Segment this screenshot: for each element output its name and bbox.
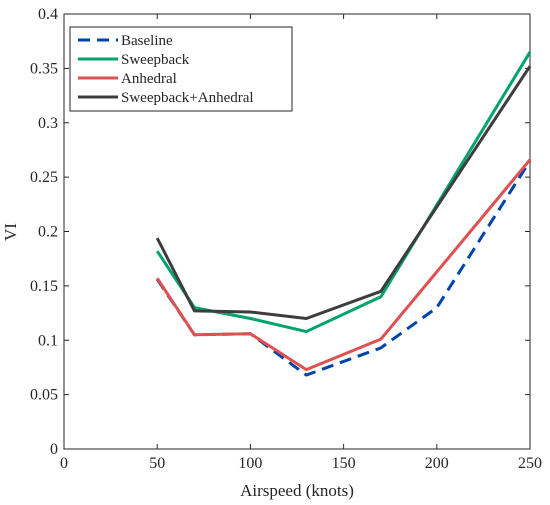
y-tick-label: 0.4 bbox=[38, 6, 58, 23]
series-line-baseline bbox=[155, 160, 532, 377]
x-tick-label: 200 bbox=[425, 455, 449, 472]
x-axis-label: Airspeed (knots) bbox=[240, 481, 354, 500]
y-tick-label: 0.2 bbox=[38, 224, 58, 241]
x-tick-label: 100 bbox=[238, 455, 262, 472]
y-axis-label: VI bbox=[1, 223, 20, 241]
y-tick-label: 0.1 bbox=[38, 332, 58, 349]
legend: Baseline Sweepback Anhedral Sweepback+Anhed… bbox=[69, 26, 293, 112]
y-tick-label: 0.15 bbox=[30, 278, 58, 295]
y-tick-label: 0.05 bbox=[30, 387, 58, 404]
axes: 0 50 100 150 200 250 0 0.05 0.1 0.15 0.2 0.25 0.3 0.3… bbox=[30, 6, 542, 472]
y-tick-label: 0 bbox=[50, 441, 58, 458]
y-tick-label: 0.3 bbox=[38, 115, 58, 132]
series-line-sweepback-anhedral bbox=[155, 65, 532, 320]
legend-label: Anhedral bbox=[121, 71, 177, 87]
y-tick-label: 0.35 bbox=[30, 60, 58, 77]
y-tick-label: 0.25 bbox=[30, 169, 58, 186]
series-line-anhedral bbox=[155, 158, 532, 372]
legend-label: Baseline bbox=[121, 33, 173, 49]
series-lines bbox=[155, 51, 532, 377]
x-tick-label: 150 bbox=[332, 455, 356, 472]
x-tick-label: 50 bbox=[149, 455, 165, 472]
legend-label: Sweepback bbox=[121, 52, 190, 68]
x-tick-label: 0 bbox=[60, 455, 68, 472]
x-tick-label: 250 bbox=[518, 455, 542, 472]
legend-label: Sweepback+Anhedral bbox=[121, 90, 254, 106]
